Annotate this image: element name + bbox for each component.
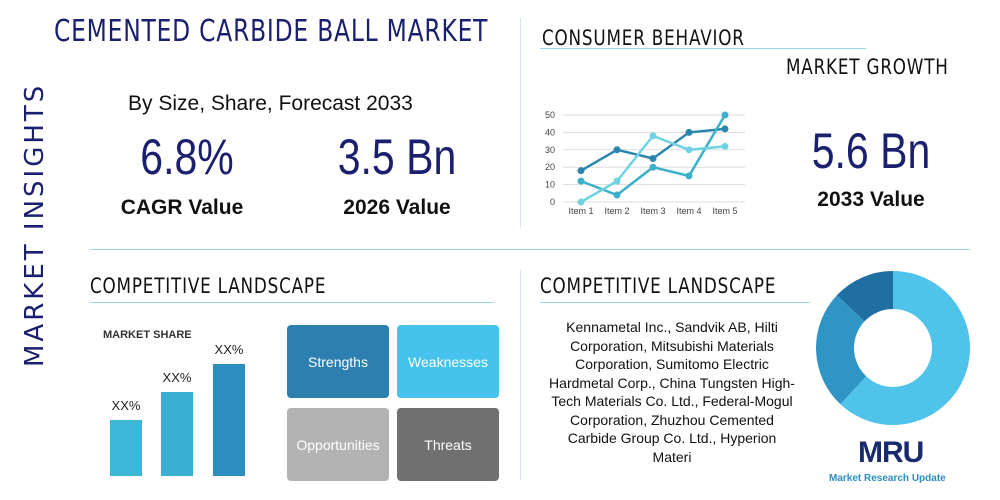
donut-segment [836,271,893,322]
y-tick-label: 0 [550,197,555,207]
y-tick-label: 40 [545,127,555,137]
stat-value: 5.6 Bn [811,123,931,179]
point [577,177,585,185]
title: CEMENTED CARBIDE BALL MARKET [54,14,489,49]
x-tick-label: Item 2 [604,206,629,216]
stat-value: 6.8% [140,129,234,185]
y-tick-label: 10 [545,180,555,190]
underline [540,302,810,303]
side-label: MARKET INSIGHTS [20,82,50,367]
point [685,128,693,136]
donut-segment [840,271,970,425]
point [613,191,621,199]
x-tick-label: Item 4 [676,206,701,216]
section-title: COMPETITIVE LANDSCAPE [90,274,327,298]
swot-box: Strengths [287,325,389,398]
stat-value: 3.5 Bn [337,129,457,185]
y-tick-label: 20 [545,162,555,172]
section-title: COMPETITIVE LANDSCAPE [540,274,777,298]
divider [520,18,521,228]
x-tick-label: Item 5 [712,206,737,216]
point [649,163,657,171]
section-title: CONSUMER BEHAVIOR [542,26,745,50]
section-title: MARKET GROWTH [786,55,949,79]
swot-box: Weaknesses [397,325,499,398]
bar [213,364,245,476]
y-tick-label: 30 [545,145,555,155]
point [577,167,585,175]
donut-chart [816,271,970,425]
bar [110,420,142,476]
stat-label: 2033 Value [817,188,925,211]
stat-label: CAGR Value [120,196,244,219]
donut-segment [816,295,867,405]
logo-text: Market Research Update [829,473,946,484]
chart-title: MARKET SHARE [103,329,192,341]
underline [540,48,866,49]
point [649,132,657,140]
point [721,111,729,119]
company-list: Kennametal Inc., Sandvik AB, Hilti Corpo… [549,319,795,465]
underline [90,302,494,303]
subtitle: By Size, Share, Forecast 2033 [128,92,413,115]
x-tick-label: Item 1 [568,206,593,216]
logo-mark: MRU [858,436,924,469]
x-tick-label: Item 3 [640,206,665,216]
point [613,177,621,185]
value-label: XX% [163,370,192,385]
divider [90,249,970,250]
bar [161,392,193,476]
point [721,142,729,150]
point [721,125,729,133]
bar-chart: MARKET SHARE XX% XX% XX% [103,329,245,476]
point [685,146,693,154]
swot-box: Opportunities [287,408,389,481]
swot-box: Threats [397,408,499,481]
divider [520,270,521,480]
point [685,172,693,180]
point [649,155,657,162]
value-label: XX% [215,342,244,357]
line-chart: 0 10 20 30 40 50 Item 1 Item 2 Item 3 Item 4 Item … [545,110,745,216]
y-tick-label: 50 [545,110,555,120]
stat-label: 2026 Value [343,196,451,219]
point [577,198,585,206]
point [613,146,621,154]
value-label: XX% [112,398,141,413]
